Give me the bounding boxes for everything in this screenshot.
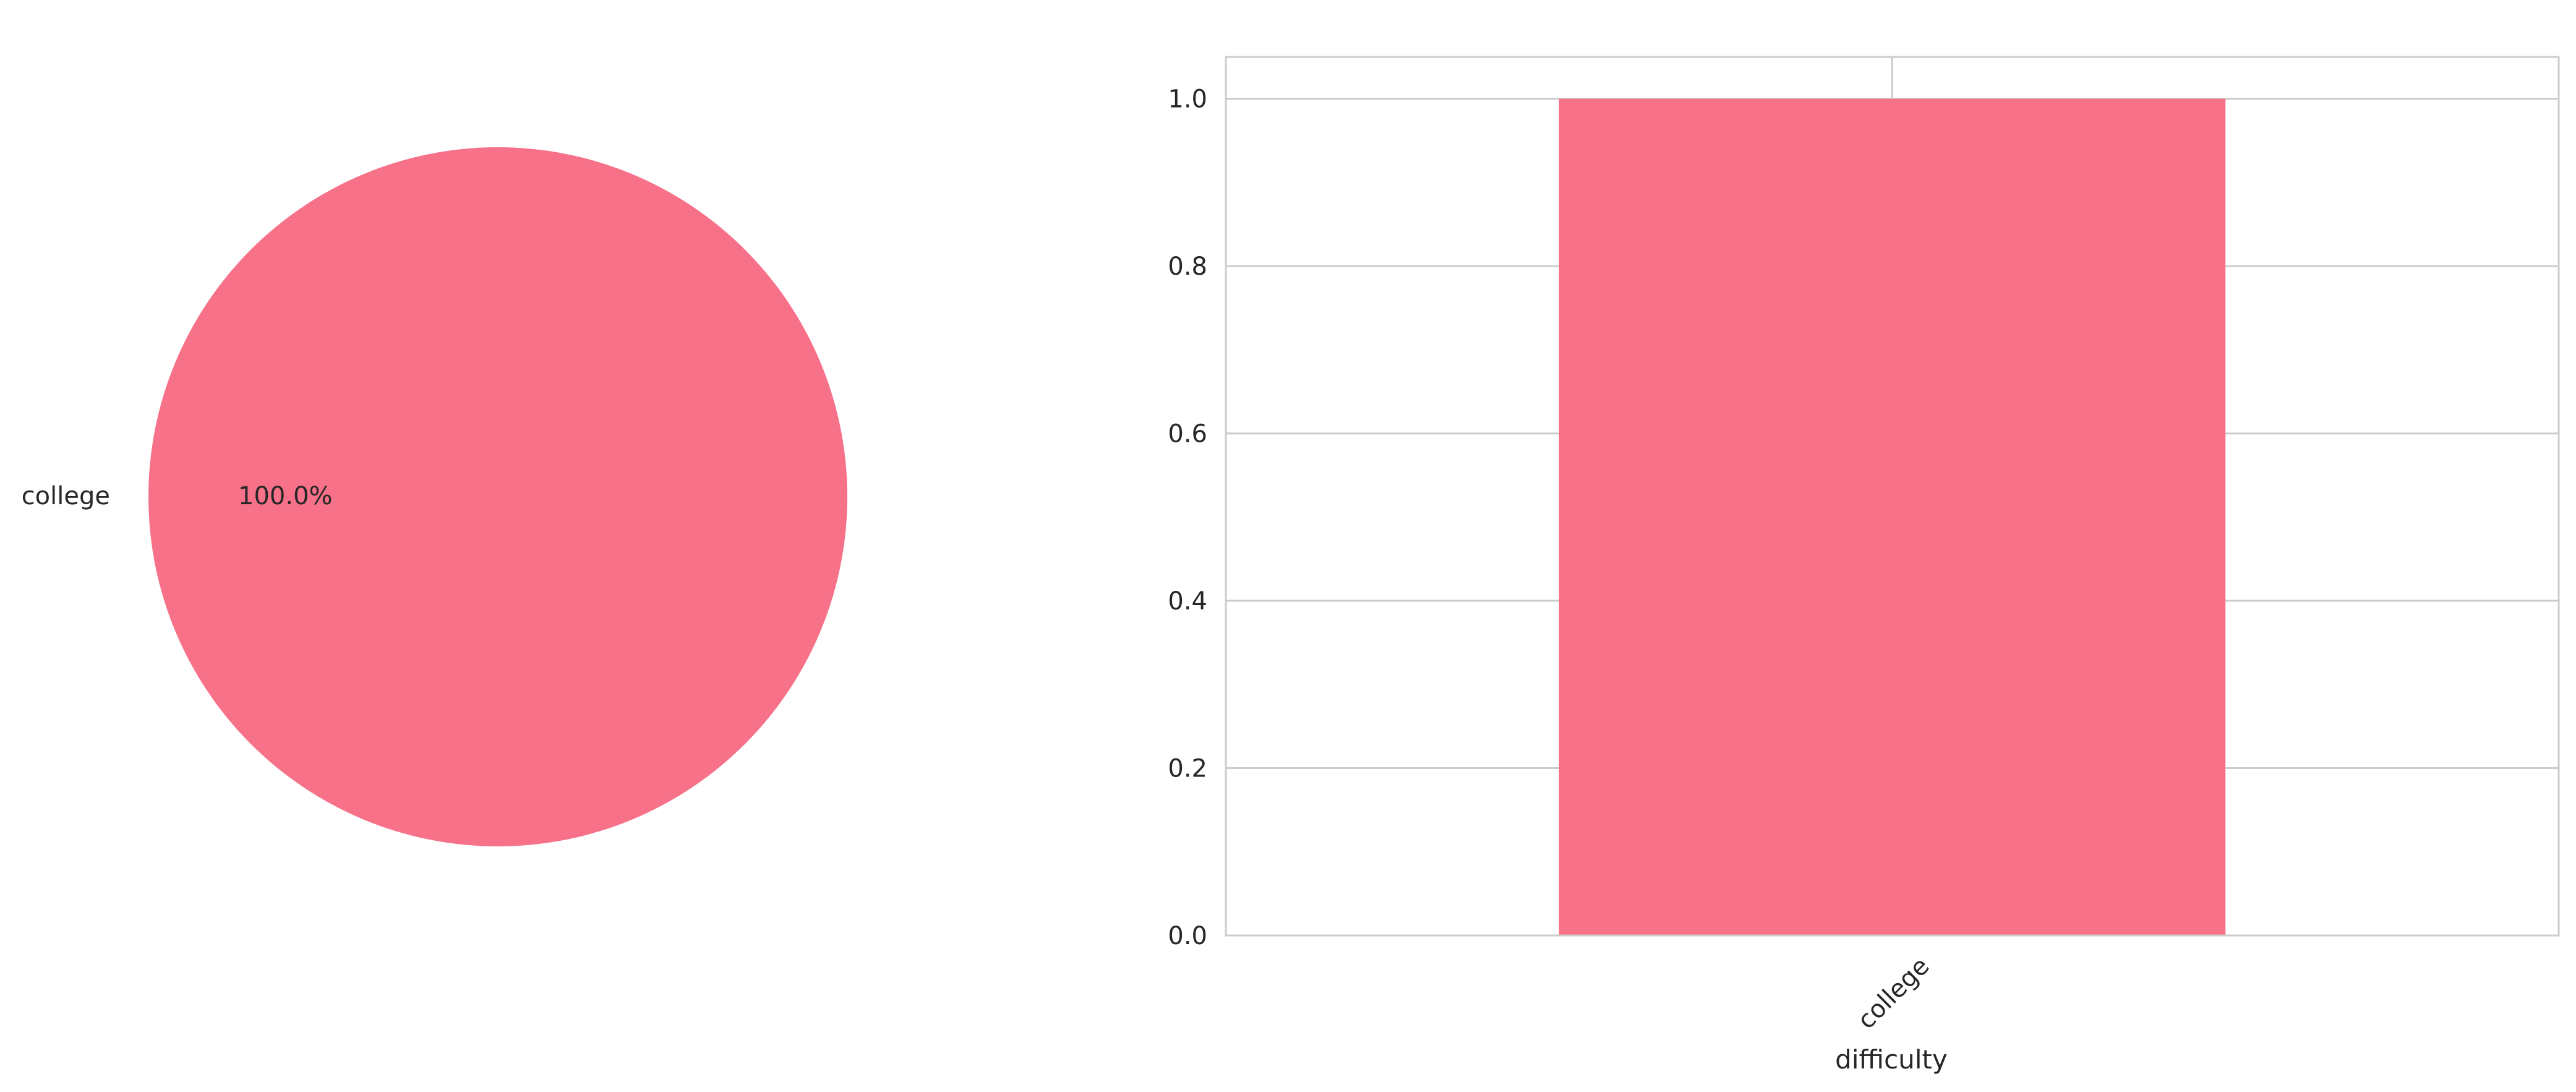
y-tick-label-5: 1.0 [1168,85,1207,114]
bar-college [1559,98,2226,936]
pie-slice-label: college [22,482,110,510]
x-axis-label: difficulty [1835,1044,1948,1075]
bar-chart-frame [1225,56,2560,937]
x-tick-label-college: college [1852,952,1935,1035]
y-tick-label-3: 0.6 [1168,420,1207,449]
bar-chart-bars [1559,98,2226,936]
pie-chart-panel: college 100.0% [22,147,847,846]
y-tick-label-1: 0.2 [1168,755,1207,783]
y-tick-label-0: 0.0 [1168,922,1207,950]
y-tick-label-2: 0.4 [1168,587,1207,616]
pie-slices [148,147,847,846]
bar-chart-panel: 0.0 0.2 0.4 0.6 0.8 1.0 college difficul… [1168,56,2560,1075]
pie-slice-percent-label: 100.0% [238,482,333,510]
pie-slice-college [148,147,847,846]
y-tick-label-4: 0.8 [1168,252,1207,281]
